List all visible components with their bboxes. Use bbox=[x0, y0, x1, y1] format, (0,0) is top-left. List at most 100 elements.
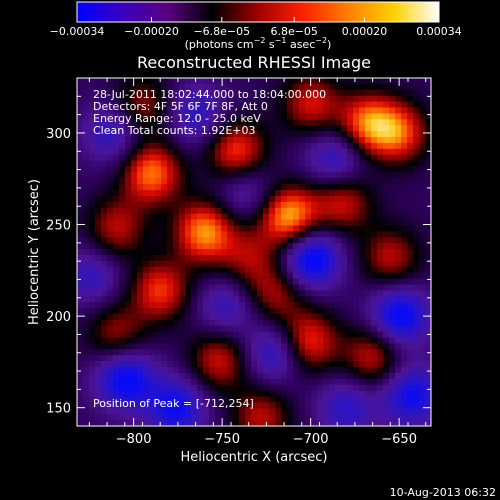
heatmap-cell bbox=[95, 201, 102, 209]
heatmap-cell bbox=[95, 384, 102, 392]
heatmap-cell bbox=[323, 184, 330, 191]
heatmap-cell bbox=[173, 125, 180, 132]
heatmap-cell bbox=[287, 166, 294, 173]
heatmap-cell bbox=[239, 113, 246, 120]
heatmap-cell bbox=[347, 372, 354, 380]
heatmap-cell bbox=[269, 254, 276, 262]
heatmap-cell bbox=[203, 249, 210, 256]
heatmap-cell bbox=[401, 78, 408, 85]
heatmap-cell bbox=[77, 260, 84, 268]
heatmap-cell bbox=[209, 308, 216, 315]
heatmap-cell bbox=[179, 384, 186, 392]
heatmap-cell bbox=[275, 207, 282, 215]
heatmap-cell bbox=[275, 142, 282, 150]
heatmap-cell bbox=[143, 89, 150, 97]
heatmap-cell bbox=[185, 272, 192, 280]
heatmap-cell bbox=[245, 113, 252, 120]
heatmap-cell bbox=[365, 260, 372, 268]
heatmap-cell bbox=[419, 225, 426, 232]
heatmap-cell bbox=[359, 113, 366, 120]
heatmap-cell bbox=[239, 207, 246, 215]
heatmap-cell bbox=[185, 313, 192, 321]
heatmap-cell bbox=[143, 78, 150, 85]
heatmap-cell bbox=[293, 160, 300, 168]
heatmap-cell bbox=[263, 190, 270, 197]
heatmap-cell bbox=[377, 107, 384, 114]
heatmap-cell bbox=[185, 154, 192, 162]
heatmap-cell bbox=[221, 154, 228, 162]
heatmap-cell bbox=[245, 172, 252, 179]
heatmap-cell bbox=[89, 213, 96, 221]
heatmap-cell bbox=[77, 190, 84, 197]
heatmap-cell bbox=[143, 349, 150, 356]
heatmap-cell bbox=[209, 378, 216, 386]
heatmap-cell bbox=[215, 372, 222, 380]
heatmap-cell bbox=[341, 154, 348, 162]
heatmap-cell bbox=[113, 136, 120, 144]
heatmap-cell bbox=[263, 284, 270, 291]
heatmap-cell bbox=[125, 237, 132, 244]
heatmap-cell bbox=[353, 166, 360, 173]
heatmap-cell bbox=[251, 402, 258, 409]
heatmap-cell bbox=[401, 178, 408, 185]
heatmap-cell bbox=[119, 337, 126, 345]
heatmap-cell bbox=[143, 384, 150, 392]
heatmap-cell bbox=[209, 331, 216, 339]
heatmap-cell bbox=[317, 95, 324, 103]
heatmap-cell bbox=[275, 249, 282, 256]
heatmap-cell bbox=[401, 113, 408, 120]
heatmap-cell bbox=[269, 325, 276, 333]
heatmap-cell bbox=[251, 184, 258, 191]
heatmap-cell bbox=[149, 231, 156, 238]
heatmap-cell bbox=[227, 343, 234, 350]
heatmap-cell bbox=[359, 337, 366, 345]
heatmap-cell bbox=[281, 308, 288, 315]
heatmap-cell bbox=[137, 302, 144, 309]
heatmap-cell bbox=[305, 290, 312, 297]
heatmap-cell bbox=[401, 313, 408, 321]
heatmap-cell bbox=[119, 125, 126, 132]
heatmap-cell bbox=[167, 201, 174, 209]
heatmap-cell bbox=[89, 390, 96, 398]
heatmap-cell bbox=[293, 113, 300, 120]
heatmap-cell bbox=[119, 78, 126, 85]
heatmap-cell bbox=[233, 190, 240, 197]
heatmap-cell bbox=[329, 160, 336, 168]
heatmap-cell bbox=[233, 172, 240, 179]
heatmap-cell bbox=[161, 325, 168, 333]
heatmap-cell bbox=[245, 349, 252, 356]
heatmap-cell bbox=[149, 414, 156, 421]
heatmap-cell bbox=[275, 172, 282, 179]
heatmap-cell bbox=[83, 243, 90, 250]
heatmap-cell bbox=[251, 384, 258, 392]
heatmap-cell bbox=[263, 296, 270, 303]
heatmap-cell bbox=[413, 290, 420, 297]
heatmap-cell bbox=[263, 231, 270, 238]
heatmap-cell bbox=[395, 95, 402, 103]
heatmap-cell bbox=[419, 89, 426, 97]
heatmap-cell bbox=[143, 231, 150, 238]
heatmap-cell bbox=[227, 414, 234, 421]
heatmap-cell bbox=[275, 190, 282, 197]
heatmap-cell bbox=[95, 231, 102, 238]
heatmap-cell bbox=[203, 125, 210, 132]
heatmap-cell bbox=[89, 361, 96, 368]
heatmap-cell bbox=[227, 101, 234, 109]
heatmap-cell bbox=[155, 402, 162, 409]
heatmap-cell bbox=[251, 296, 258, 303]
heatmap-cell bbox=[371, 190, 378, 197]
heatmap-cell bbox=[209, 278, 216, 286]
heatmap-cell bbox=[311, 101, 318, 109]
heatmap-cell bbox=[305, 125, 312, 132]
heatmap-cell bbox=[77, 160, 84, 168]
heatmap-cell bbox=[323, 278, 330, 286]
heatmap-cell bbox=[119, 372, 126, 380]
heatmap-cell bbox=[371, 219, 378, 227]
heatmap-cell bbox=[377, 201, 384, 209]
heatmap-cell bbox=[353, 378, 360, 386]
heatmap-cell bbox=[359, 243, 366, 250]
heatmap-cell bbox=[209, 408, 216, 415]
heatmap-cell bbox=[389, 308, 396, 315]
heatmap-cell bbox=[323, 396, 330, 404]
heatmap-cell bbox=[113, 278, 120, 286]
